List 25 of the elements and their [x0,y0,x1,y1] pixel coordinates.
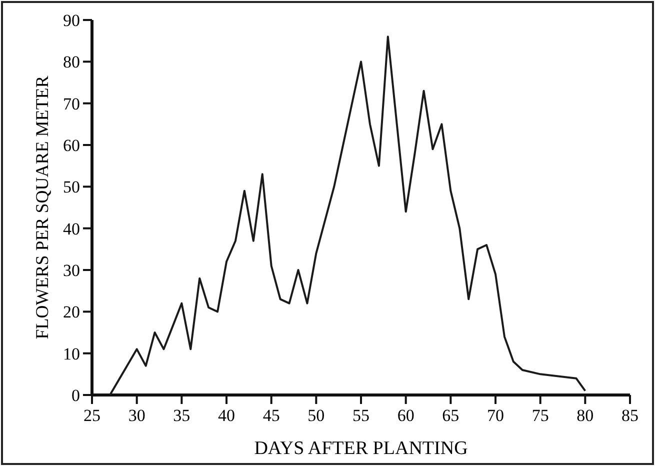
x-tick-label: 45 [262,406,280,425]
y-axis-title: FLOWERS PER SQUARE METER [32,76,52,340]
x-axis-title: DAYS AFTER PLANTING [254,438,468,459]
y-tick-label: 60 [63,136,80,155]
y-tick-label: 40 [63,219,80,238]
x-tick-label: 50 [308,406,325,425]
y-tick-label: 0 [72,386,80,405]
x-tick-label: 75 [532,406,549,425]
x-tick-label: 60 [397,406,414,425]
y-tick-label: 90 [63,11,80,30]
x-tick-label: 55 [352,406,370,425]
x-tick-label: 70 [487,406,504,425]
y-tick-label: 10 [63,344,80,364]
x-tick-label: 80 [576,406,594,425]
x-tick-label: 35 [173,406,190,425]
y-tick-label: 50 [63,178,80,197]
y-tick-label: 70 [63,94,80,114]
x-tick-label: 30 [128,406,146,425]
y-tick-label: 30 [63,261,80,280]
x-tick-label: 65 [442,406,460,425]
x-tick-label: 40 [218,406,235,425]
y-tick-label: 80 [63,52,80,72]
x-tick-label: 85 [622,406,638,425]
y-tick-label: 20 [63,302,80,322]
x-tick-label: 25 [84,406,100,425]
